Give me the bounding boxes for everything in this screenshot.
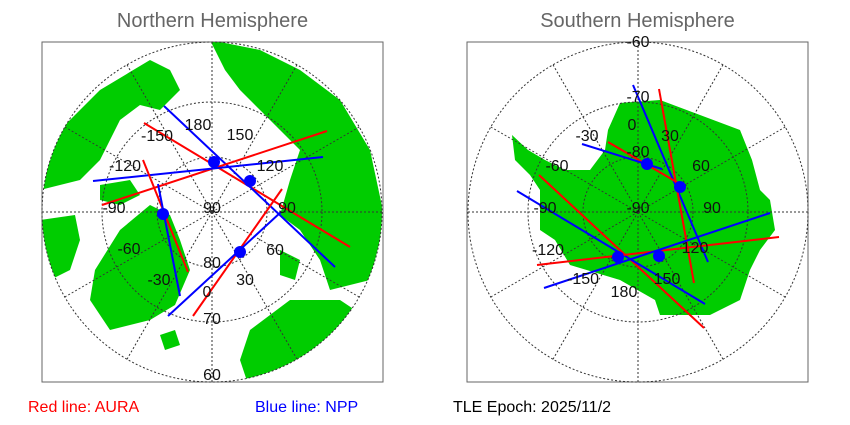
lon-label: 150: [227, 127, 254, 144]
npp-track: [516, 190, 706, 305]
north-tracks: [92, 105, 351, 317]
lon-label: 180: [185, 117, 212, 134]
north-map: 180 150 120 90 60 30 0 -30 -60 -90 -120 …: [41, 41, 384, 384]
south-title: Southern Hemisphere: [540, 10, 735, 32]
lat-label: -60: [626, 34, 649, 51]
lon-label: 150: [654, 271, 681, 288]
lon-label: -30: [147, 272, 170, 289]
south-tracks: [516, 84, 780, 329]
satellite-position: [208, 156, 220, 168]
lon-label: 60: [692, 158, 710, 175]
lon-label: 0: [628, 117, 637, 134]
lon-label: 30: [236, 272, 254, 289]
npp-track: [632, 84, 709, 263]
meridian-line: [211, 126, 360, 213]
lat-label: 90: [203, 200, 221, 217]
lat-label: -90: [626, 200, 649, 217]
lon-label: 0: [203, 284, 212, 301]
satellite-position: [674, 181, 686, 193]
north-labels: 180 150 120 90 60 30 0 -30 -60 -90 -120 …: [102, 117, 296, 384]
aura-track: [538, 174, 705, 329]
meridian-line: [211, 64, 298, 213]
lat-label: 80: [203, 255, 221, 272]
meridian-line: [64, 211, 213, 298]
npp-track: [167, 211, 282, 317]
satellite-position: [612, 251, 624, 263]
lon-label: -30: [575, 128, 598, 145]
meridian-line: [211, 211, 360, 298]
lat-label: 70: [203, 311, 221, 328]
north-meridians: [42, 42, 382, 382]
south-meridians: [468, 42, 808, 382]
lon-label: -150: [141, 128, 173, 145]
npp-track: [157, 183, 181, 297]
legend-aura: Red line: AURA: [28, 399, 140, 416]
lon-label: 60: [266, 242, 284, 259]
south-labels: 0 30 60 90 120 150 180 -150 -120 -90 -60…: [532, 34, 721, 301]
meridian-line: [211, 211, 298, 360]
satellite-position: [234, 246, 246, 258]
meridian-line: [490, 126, 639, 213]
lon-label: -120: [532, 242, 564, 259]
lat-label: -80: [626, 144, 649, 161]
lon-label: -120: [109, 158, 141, 175]
satellite-position: [244, 175, 256, 187]
lon-label: -150: [567, 271, 599, 288]
satellite-position: [641, 158, 653, 170]
south-map: 0 30 60 90 120 150 180 -150 -120 -90 -60…: [466, 34, 809, 383]
lon-label: 30: [661, 128, 679, 145]
south-ring-80: [582, 156, 694, 268]
npp-track: [92, 156, 324, 182]
satellite-position: [653, 250, 665, 262]
meridian-line: [637, 211, 786, 298]
meridian-line: [126, 211, 213, 360]
meridian-line: [637, 64, 724, 213]
meridian-line: [552, 64, 639, 213]
lon-label: -90: [102, 200, 125, 217]
meridian-line: [490, 211, 639, 298]
meridian-line: [637, 211, 724, 360]
lon-label: 90: [278, 200, 296, 217]
satellite-position: [157, 208, 169, 220]
lat-label: -70: [626, 89, 649, 106]
north-title: Northern Hemisphere: [116, 10, 309, 32]
lat-label: 60: [203, 367, 221, 384]
legend-npp: Blue line: NPP: [255, 399, 359, 416]
tle-epoch: TLE Epoch: 2025/11/2: [453, 399, 612, 416]
lon-label: 90: [703, 200, 721, 217]
lon-label: 180: [611, 284, 638, 301]
lon-label: 120: [257, 158, 284, 175]
meridian-line: [64, 126, 213, 213]
lon-label: -90: [533, 200, 556, 217]
lon-label: -60: [545, 158, 568, 175]
meridian-line: [637, 126, 786, 213]
meridian-line: [552, 211, 639, 360]
lon-label: -60: [117, 241, 140, 258]
lon-label: 120: [682, 240, 709, 257]
